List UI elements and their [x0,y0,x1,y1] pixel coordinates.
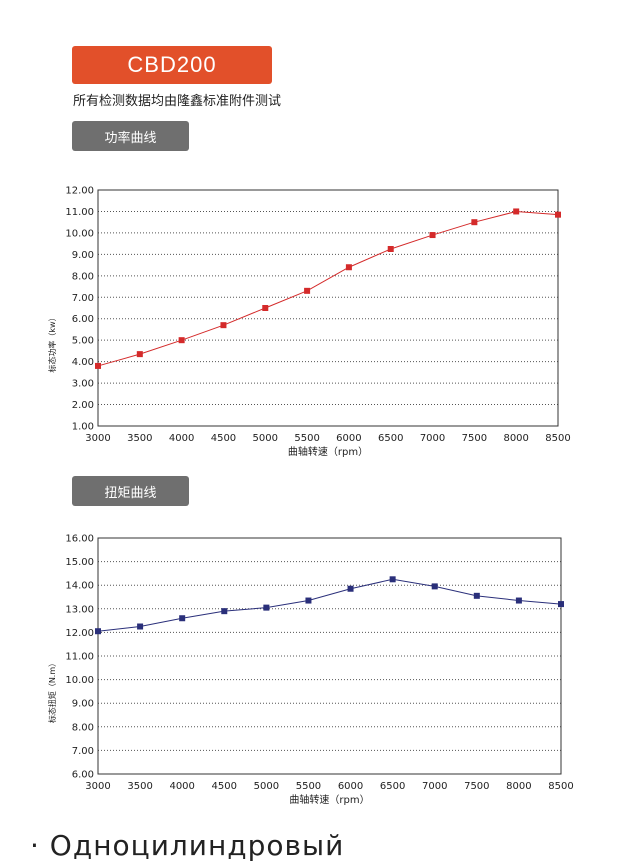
torque-y-tick-label: 11.00 [65,652,94,663]
power-data-point [513,208,520,215]
power-x-tick-label: 3500 [127,433,152,444]
torque-plot-frame [97,537,562,775]
torque-y-tick-label: 8.00 [72,722,94,733]
power-x-tick-label: 8500 [545,433,570,444]
power-x-tick-label: 5000 [253,433,278,444]
power-y-tick-label: 5.00 [72,336,94,347]
torque-x-tick-label: 8000 [506,781,531,792]
torque-x-axis-label: 曲轴转速（rpm） [289,793,369,806]
power-y-tick-label: 1.00 [72,422,94,433]
torque-chart: 6.00 7.00 8.00 9.00 10.00 11.00 12.00 13.00 14.0… [47,534,574,807]
power-x-tick-label: 7000 [420,433,445,444]
torque-data-point [305,597,312,604]
power-y-tick-label: 9.00 [72,250,94,261]
torque-y-axis-label: 标态扭矩（N.m） [47,659,57,723]
power-y-tick-label: 6.00 [72,314,94,325]
torque-x-tick-label: 6000 [338,781,363,792]
torque-x-tick-label: 4500 [212,781,237,792]
torque-x-tick-label: 4000 [169,781,194,792]
power-y-tick-label: 7.00 [72,293,94,304]
torque-data-point [263,604,270,611]
torque-data-point [558,601,564,608]
test-note: 所有检测数据均由隆鑫标准附件测试 [73,94,282,109]
power-data-point [262,305,269,311]
torque-y-tick-label: 15.00 [65,557,94,568]
power-chart: 1.00 2.00 3.00 4.00 5.00 6.00 7.00 8.00 9.00 10.0… [47,186,571,459]
power-data-point [555,211,561,218]
model-badge: CBD200 [72,46,272,84]
power-data-point [387,246,394,252]
torque-data-point [515,597,522,604]
power-y-tick-label: 12.00 [65,186,94,197]
power-x-tick-label: 3000 [85,433,110,444]
power-data-point [471,219,478,226]
power-y-tick-label: 11.00 [65,207,94,218]
power-data-point [178,337,185,344]
footer-text: · Одноцилиндровый [30,829,345,862]
torque-x-tick-label: 7000 [422,781,447,792]
torque-x-tick-label: 3500 [127,781,152,792]
power-series-line [97,210,559,367]
torque-data-point [431,583,438,590]
torque-y-tick-label: 14.00 [65,581,94,592]
power-x-tick-label: 6500 [378,433,403,444]
torque-data-point [137,623,144,630]
torque-x-tick-label: 3000 [85,781,110,792]
torque-y-tick-label: 6.00 [72,770,94,781]
torque-y-tick-label: 13.00 [65,604,94,615]
torque-x-tick-label: 8500 [548,781,573,792]
torque-data-point [95,628,101,635]
torque-data-point [473,592,480,599]
power-data-point [304,287,311,294]
torque-y-tick-label: 10.00 [65,675,94,686]
torque-x-tick-label: 6500 [380,781,405,792]
power-x-tick-label: 6000 [336,433,361,444]
power-curve-button[interactable]: 功率曲线 [72,121,189,151]
power-plot-frame [97,189,559,427]
torque-y-tick-label: 7.00 [72,746,94,757]
torque-x-tick-label: 5000 [254,781,279,792]
torque-x-tick-label: 5500 [296,781,321,792]
torque-curve-button[interactable]: 扭矩曲线 [72,476,189,506]
power-data-point [345,264,352,271]
power-x-axis-label: 曲轴转速（rpm） [288,445,368,458]
power-y-tick-label: 4.00 [72,357,94,368]
power-x-tick-label: 8000 [503,433,528,444]
power-x-tick-label: 7500 [462,433,487,444]
power-x-tick-label: 5500 [294,433,319,444]
power-y-tick-label: 2.00 [72,400,94,411]
power-x-tick-label: 4000 [169,433,194,444]
torque-data-point [179,615,186,622]
torque-data-point [221,608,228,615]
power-data-point [429,232,436,239]
power-data-point [95,362,101,369]
power-y-tick-label: 8.00 [72,271,94,282]
torque-x-tick-label: 7500 [464,781,489,792]
power-data-point [136,351,143,358]
power-x-tick-label: 4500 [211,433,236,444]
torque-data-point [389,576,396,583]
torque-y-tick-label: 16.00 [65,534,94,545]
torque-data-point [347,585,354,592]
torque-y-tick-label: 9.00 [72,699,94,710]
power-y-tick-label: 10.00 [65,228,94,239]
torque-series-line [97,578,562,632]
torque-y-tick-label: 12.00 [65,628,94,639]
power-y-axis-label: 标态功率（kw） [47,313,57,372]
power-data-point [220,322,227,329]
power-y-tick-label: 3.00 [72,379,94,390]
